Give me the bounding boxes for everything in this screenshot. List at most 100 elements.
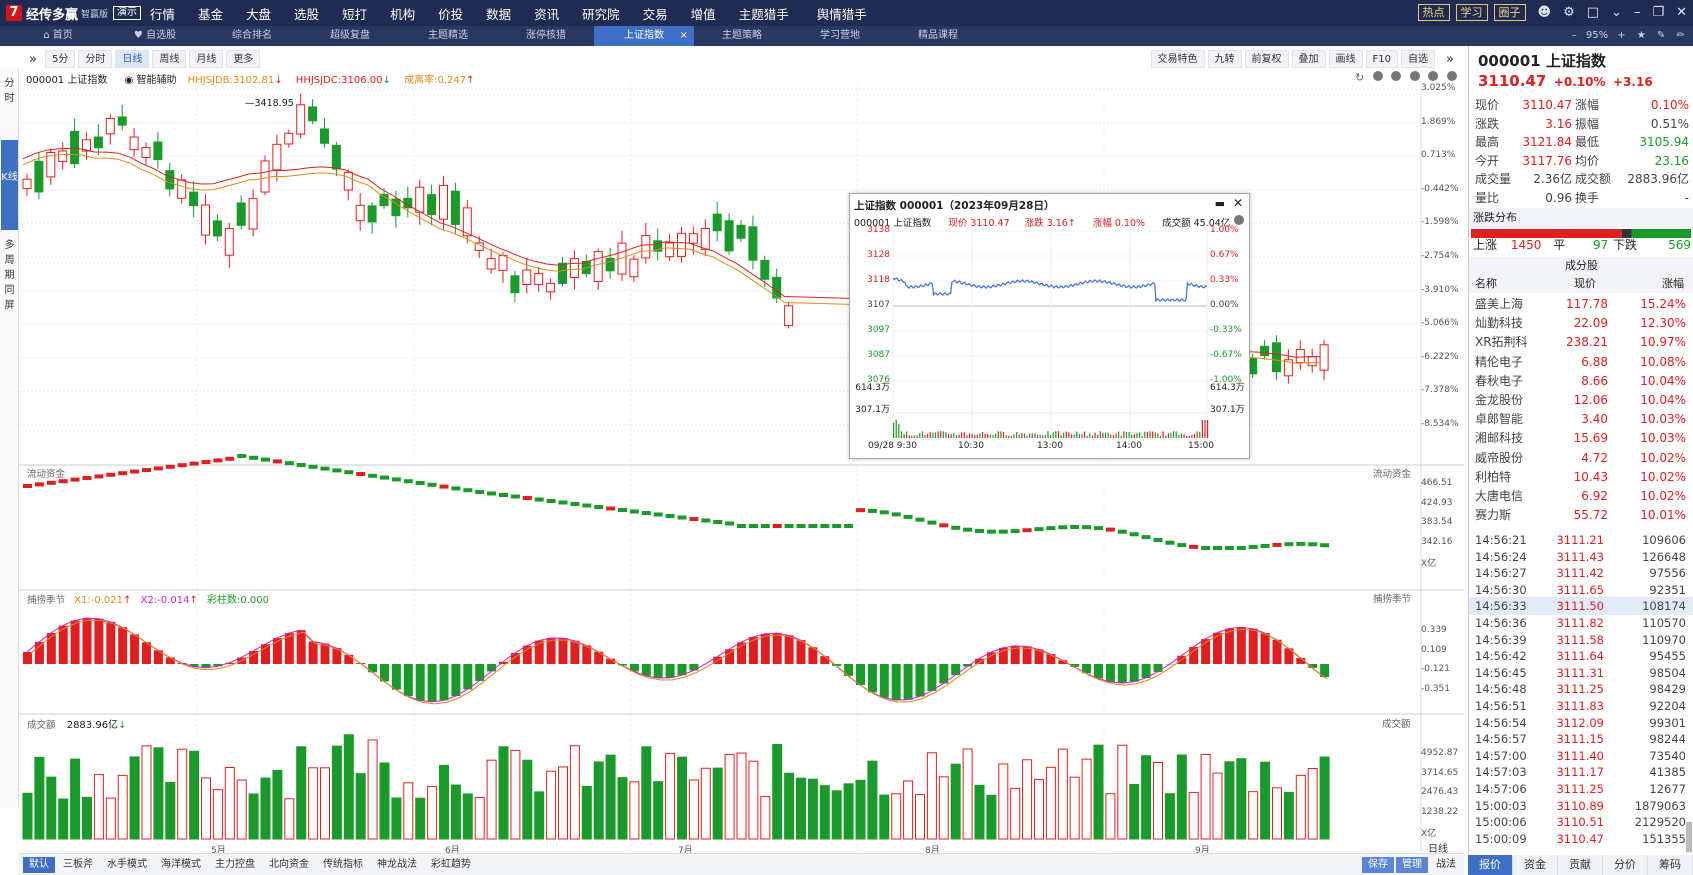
template-8[interactable]: 彩虹趋势 <box>431 858 471 870</box>
tab-6[interactable]: 上证指数 × <box>594 26 694 46</box>
settings-chart-icon[interactable] <box>1409 71 1420 81</box>
template-3[interactable]: 海洋模式 <box>161 858 201 870</box>
menu-item-11[interactable]: 增值 <box>690 6 716 22</box>
tab-2[interactable]: 综合排名 <box>202 26 302 46</box>
tab-8[interactable]: 学习营地 <box>790 26 890 46</box>
menu-item-4[interactable]: 短打 <box>342 6 368 22</box>
demo-badge[interactable]: 演示 <box>113 6 142 20</box>
quote-tab-4[interactable]: 筹码 <box>1648 855 1693 875</box>
constituent-row[interactable]: 春秋电子 8.66 10.04% <box>1469 372 1693 390</box>
chart-option-0[interactable]: 交易特色 <box>1150 50 1205 68</box>
quote-tab-2[interactable]: 贡献 <box>1558 855 1603 875</box>
tab-7[interactable]: 主题策略 <box>692 26 792 46</box>
close-chart-icon[interactable] <box>1446 71 1457 81</box>
menu-item-3[interactable]: 选股 <box>294 6 320 22</box>
period-1[interactable]: 分时 <box>78 50 113 68</box>
close-icon[interactable]: ✕ <box>1676 5 1687 20</box>
expand-icon[interactable]: » <box>1446 51 1454 67</box>
menu-item-1[interactable]: 基金 <box>198 6 224 22</box>
tab-9[interactable]: 精品课程 <box>888 26 988 46</box>
main-chart-area[interactable] <box>19 84 1464 854</box>
template-4[interactable]: 主力控盘 <box>215 858 255 870</box>
restore-icon[interactable]: ❐ <box>1652 5 1665 20</box>
constituent-row[interactable]: 盛美上海 117.78 15.24% <box>1469 295 1693 313</box>
chevron-down-icon[interactable]: ⌄ <box>1611 5 1622 20</box>
tab-timeshare[interactable]: 分时 <box>4 78 15 104</box>
constituent-row[interactable]: 威帝股份 4.72 10.02% <box>1469 449 1693 467</box>
constituent-row[interactable]: 大唐电信 6.92 10.02% <box>1469 487 1693 505</box>
settings-icon[interactable]: ⚙ <box>1563 5 1575 20</box>
zoom-in-icon[interactable]: + <box>1617 30 1626 41</box>
menu-item-12[interactable]: 主题猎手 <box>738 6 789 22</box>
period-4[interactable]: 月线 <box>189 50 224 68</box>
collapse-icon[interactable]: » <box>29 51 37 67</box>
template-7[interactable]: 神龙战法 <box>377 858 417 870</box>
menu-item-9[interactable]: 研究院 <box>582 6 620 22</box>
user-icon[interactable]: ☻ <box>1537 5 1552 20</box>
chart-option-5[interactable]: F10 <box>1365 50 1399 68</box>
menu-item-2[interactable]: 大盘 <box>246 6 272 22</box>
popup-restore-icon[interactable]: ▬ <box>1214 197 1225 210</box>
quote-tab-1[interactable]: 资金 <box>1513 855 1558 875</box>
tab-multi-period[interactable]: 多周期同屏 <box>4 240 15 311</box>
menu-item-6[interactable]: 价投 <box>438 6 464 22</box>
bottom-action-2[interactable]: 战法 <box>1436 858 1456 870</box>
circle-button[interactable]: 圈子 <box>1493 4 1526 21</box>
chart-option-3[interactable]: 叠加 <box>1291 50 1326 68</box>
chart-option-2[interactable]: 前复权 <box>1244 50 1289 68</box>
menu-item-0[interactable]: 行情 <box>150 6 176 22</box>
scrollbar[interactable] <box>1686 822 1692 852</box>
tab-3[interactable]: 超级复盘 <box>300 26 400 46</box>
constituent-row[interactable]: XR拓荆科 238.21 10.97% <box>1469 333 1693 351</box>
menu-item-7[interactable]: 数据 <box>486 6 512 22</box>
period-2[interactable]: 日线 <box>115 50 150 68</box>
bottom-action-0[interactable]: 保存 <box>1362 856 1394 873</box>
zoom-out-icon[interactable]: – <box>1571 30 1577 41</box>
minimize-icon[interactable]: – <box>1633 5 1641 20</box>
constituent-row[interactable]: 精伦电子 6.88 10.08% <box>1469 353 1693 371</box>
help-chart-icon[interactable] <box>1428 71 1439 81</box>
template-2[interactable]: 水手模式 <box>107 858 147 870</box>
template-6[interactable]: 传统指标 <box>323 858 363 870</box>
period-0[interactable]: 5分 <box>44 50 76 68</box>
smart-assist-toggle[interactable]: ◉ 智能辅助 <box>124 75 177 86</box>
menu-item-10[interactable]: 交易 <box>642 6 668 22</box>
study-button[interactable]: 学习 <box>1455 4 1488 21</box>
zoom-in-chart-icon[interactable] <box>1372 71 1383 81</box>
period-5[interactable]: 更多 <box>226 50 261 68</box>
window-icon[interactable]: □ <box>1586 5 1600 20</box>
tab-0[interactable]: ⌂ 首页 <box>8 26 108 46</box>
pen-icon[interactable]: ✎ <box>1657 30 1666 41</box>
constituent-row[interactable]: 卓郎智能 3.40 10.03% <box>1469 410 1693 428</box>
constituent-row[interactable]: 赛力斯 55.72 10.01% <box>1469 506 1693 524</box>
chart-option-1[interactable]: 九转 <box>1207 50 1242 68</box>
tab-4[interactable]: 主题精选 <box>398 26 498 46</box>
template-1[interactable]: 三板斧 <box>63 858 93 870</box>
constituent-row[interactable]: 金龙股份 12.06 10.04% <box>1469 391 1693 409</box>
period-3[interactable]: 周线 <box>152 50 187 68</box>
chart-option-4[interactable]: 画线 <box>1328 50 1363 68</box>
constituent-row[interactable]: 利柏特 10.43 10.02% <box>1469 468 1693 486</box>
tab-1[interactable]: ♥ 自选股 <box>105 26 205 46</box>
refresh-icon[interactable]: ↻ <box>1355 71 1365 84</box>
quote-tab-3[interactable]: 分价 <box>1603 855 1648 875</box>
intraday-popup[interactable]: 上证指数 000001（2023年09月28日） ▬ ✕ 000001 上证指数… <box>849 193 1250 459</box>
menu-item-8[interactable]: 资讯 <box>534 6 560 22</box>
tab-close-icon[interactable]: × <box>679 30 688 41</box>
tab-5[interactable]: 涨停核猎 <box>496 26 596 46</box>
chart-option-6[interactable]: 自选 <box>1401 50 1436 68</box>
star-icon[interactable]: ★ <box>1636 30 1646 41</box>
popup-settings-icon[interactable] <box>1234 215 1244 225</box>
hot-button[interactable]: 热点 <box>1417 4 1450 21</box>
constituent-row[interactable]: 灿勤科技 22.09 12.30% <box>1469 314 1693 332</box>
menu-item-5[interactable]: 机构 <box>390 6 416 22</box>
template-5[interactable]: 北向资金 <box>269 858 309 870</box>
edit-icon[interactable]: ✏ <box>1676 30 1685 41</box>
menu-item-13[interactable]: 舆情猎手 <box>816 6 867 22</box>
tab-kline[interactable]: K线 <box>1 140 18 230</box>
template-0[interactable]: 默认 <box>23 856 55 873</box>
zoom-out-chart-icon[interactable] <box>1391 71 1402 81</box>
quote-tab-0[interactable]: 报价 <box>1468 855 1513 875</box>
popup-close-icon[interactable]: ✕ <box>1232 196 1243 210</box>
bottom-action-1[interactable]: 管理 <box>1396 856 1428 873</box>
